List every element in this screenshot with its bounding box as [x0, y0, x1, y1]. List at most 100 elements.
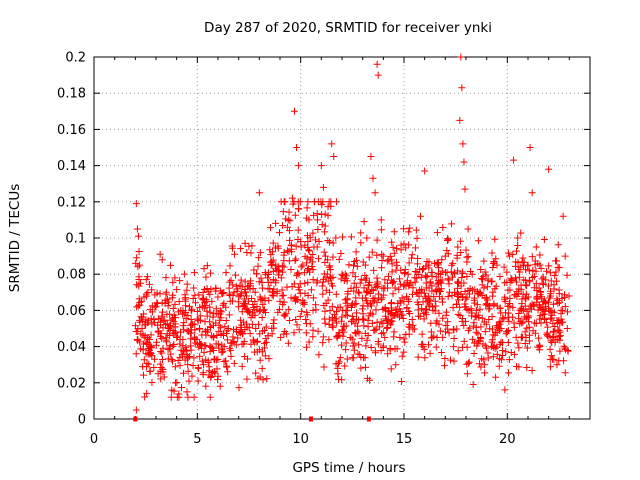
data-point [204, 358, 212, 366]
data-point [233, 287, 241, 295]
data-point [454, 311, 462, 319]
data-point [182, 343, 190, 351]
data-point [225, 284, 233, 292]
data-point [214, 340, 222, 348]
data-point [195, 291, 203, 299]
data-point [157, 330, 165, 338]
data-point [143, 359, 151, 367]
data-point [196, 325, 204, 333]
data-point [148, 286, 156, 294]
data-point [290, 107, 298, 115]
data-point [164, 295, 172, 303]
data-point [493, 350, 501, 358]
data-point [388, 317, 396, 325]
data-point [332, 234, 340, 242]
data-point [439, 224, 447, 232]
data-point [344, 288, 352, 296]
data-point [310, 243, 318, 251]
data-point [433, 229, 441, 237]
data-point [232, 271, 240, 279]
data-point [522, 266, 530, 274]
data-point [140, 293, 148, 301]
data-point [525, 305, 533, 313]
data-point [286, 217, 294, 225]
data-point [451, 288, 459, 296]
data-point [259, 376, 267, 384]
data-point [436, 327, 444, 335]
data-point [216, 382, 224, 390]
data-point [244, 308, 252, 316]
data-point [390, 228, 398, 236]
data-point [296, 312, 304, 320]
data-point [249, 336, 257, 344]
data-point [503, 268, 511, 276]
data-point [200, 348, 208, 356]
data-point [350, 257, 358, 265]
data-point [472, 313, 480, 321]
data-point [386, 252, 394, 260]
data-point [408, 315, 416, 323]
data-point [288, 194, 296, 202]
data-point [417, 273, 425, 281]
data-point [444, 275, 452, 283]
data-point [509, 250, 517, 258]
data-point [309, 266, 317, 274]
data-point [434, 264, 442, 272]
data-point [546, 355, 554, 363]
data-point [547, 337, 555, 345]
data-point [518, 300, 526, 308]
data-point [173, 334, 181, 342]
data-point [488, 313, 496, 321]
data-point [469, 335, 477, 343]
data-point [405, 241, 413, 249]
data-point [373, 283, 381, 291]
data-point [362, 287, 370, 295]
data-point [555, 286, 563, 294]
data-point [511, 290, 519, 298]
data-point [222, 317, 230, 325]
data-point [246, 330, 254, 338]
data-point [441, 269, 449, 277]
data-point [154, 321, 162, 329]
data-point [474, 330, 482, 338]
data-point [453, 254, 461, 262]
data-point [415, 301, 423, 309]
data-point [143, 389, 151, 397]
data-point [466, 324, 474, 332]
data-point [278, 262, 286, 270]
data-point [414, 289, 422, 297]
data-point [182, 302, 190, 310]
data-point [314, 327, 322, 335]
data-point [137, 313, 145, 321]
data-point [321, 315, 329, 323]
data-point [529, 266, 537, 274]
data-point [185, 377, 193, 385]
data-point [152, 341, 160, 349]
data-point [444, 293, 452, 301]
data-point [372, 306, 380, 314]
data-point [252, 325, 260, 333]
data-point [264, 332, 272, 340]
data-point [364, 332, 372, 340]
data-point [220, 288, 228, 296]
data-point [432, 343, 440, 351]
data-point [227, 276, 235, 284]
data-point [310, 211, 318, 219]
data-point [378, 264, 386, 272]
data-point [392, 361, 400, 369]
data-point [545, 262, 553, 270]
data-point [135, 282, 143, 290]
data-point [521, 328, 529, 336]
data-point [309, 258, 317, 266]
data-point [521, 302, 529, 310]
data-point [222, 269, 230, 277]
data-point [561, 369, 569, 377]
data-point [543, 330, 551, 338]
data-point [409, 325, 417, 333]
data-point [525, 267, 533, 275]
data-point [234, 298, 242, 306]
data-point [342, 311, 350, 319]
data-point [546, 345, 554, 353]
data-point [301, 279, 309, 287]
data-point [320, 302, 328, 310]
